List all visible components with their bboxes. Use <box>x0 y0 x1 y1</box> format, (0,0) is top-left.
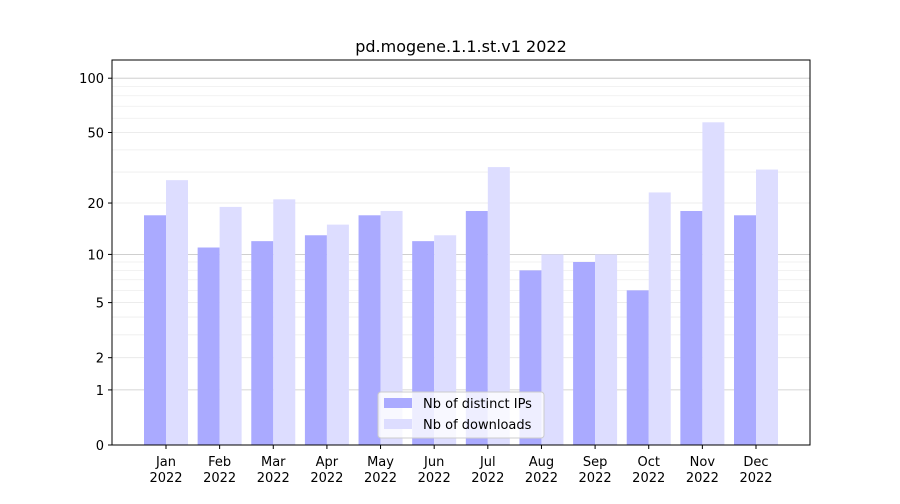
bar-downloads <box>702 122 725 445</box>
y-tick-label: 20 <box>87 197 104 212</box>
x-tick-label: Sep 2022 <box>579 455 612 486</box>
x-tick-label: May 2022 <box>364 455 397 486</box>
x-tick-label: Feb 2022 <box>203 455 236 486</box>
legend: Nb of distinct IPs Nb of downloads <box>377 391 545 439</box>
bar-distinct-ips <box>197 247 220 445</box>
y-tick-label: 5 <box>96 297 104 312</box>
chart-title: pd.mogene.1.1.st.v1 2022 <box>355 37 567 56</box>
y-tick-label: 2 <box>96 352 104 367</box>
x-tick-label: Dec 2022 <box>739 455 772 486</box>
bar-distinct-ips <box>304 235 327 445</box>
bar-distinct-ips <box>626 290 649 445</box>
bar-distinct-ips <box>358 215 381 445</box>
bar-distinct-ips <box>144 215 166 445</box>
y-tick-label: 10 <box>87 248 104 263</box>
y-tick-label: 50 <box>87 127 104 142</box>
bar-distinct-ips <box>251 241 274 445</box>
bar-distinct-ips <box>734 215 756 445</box>
x-tick-label: Mar 2022 <box>257 455 290 486</box>
bar-downloads <box>595 254 618 445</box>
bar-downloads <box>487 167 510 445</box>
x-tick-label: Apr 2022 <box>310 455 343 486</box>
legend-label: Nb of downloads <box>423 418 532 433</box>
legend-swatch <box>384 398 412 408</box>
y-tick-label: 100 <box>79 72 104 87</box>
legend-box <box>377 391 545 439</box>
bar-distinct-ips <box>573 261 596 445</box>
x-tick-label: Oct 2022 <box>632 455 665 486</box>
x-tick-label: Jun 2022 <box>418 455 451 486</box>
bar-downloads <box>541 254 564 445</box>
bar-downloads <box>756 169 778 445</box>
bar-downloads <box>273 199 296 445</box>
x-tick-label: Jan 2022 <box>149 455 182 486</box>
bar-downloads <box>326 224 349 445</box>
y-tick-label: 1 <box>96 384 104 399</box>
bar-downloads <box>648 192 671 445</box>
x-tick-label: Jul 2022 <box>471 455 504 486</box>
x-tick-label: Nov 2022 <box>686 455 719 486</box>
plot-frame <box>111 59 811 446</box>
legend-swatch <box>384 419 412 429</box>
bar-distinct-ips <box>680 210 703 445</box>
legend-label: Nb of distinct IPs <box>423 397 532 412</box>
x-tick-label: Aug 2022 <box>525 455 558 486</box>
bar-downloads <box>219 206 242 445</box>
bar-downloads <box>166 180 188 445</box>
y-tick-label: 0 <box>96 439 104 454</box>
bar-downloads <box>380 210 403 445</box>
bar-distinct-ips <box>465 210 488 445</box>
